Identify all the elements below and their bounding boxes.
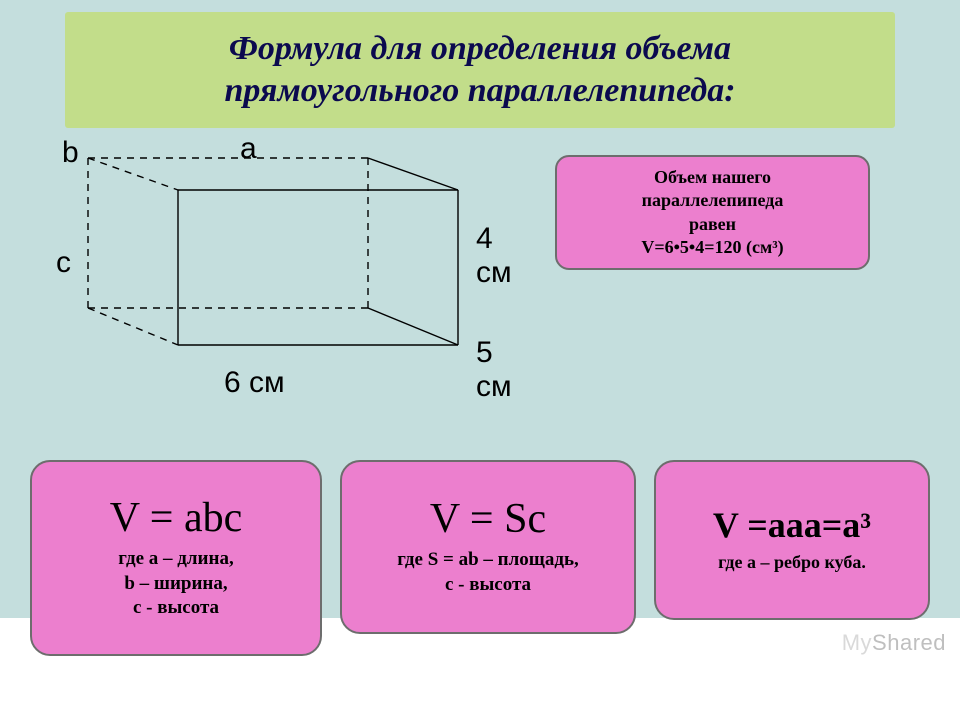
formula-text: V = Sc — [430, 496, 546, 542]
volume-callout: Объем нашего параллелепипеда равен V=6•5… — [555, 155, 870, 270]
cuboid-diagram: a b c 4 см 5 см 6 см — [50, 150, 510, 420]
callout-line-2: параллелепипеда — [642, 189, 784, 212]
dim-length: 6 см — [224, 366, 285, 400]
callout-line-3: равен — [689, 213, 736, 236]
formula-desc-line: где a – длина, — [118, 547, 233, 572]
label-a: a — [240, 132, 257, 166]
dim-height: 4 см — [476, 222, 512, 290]
title-line-2: прямоугольного параллелепипеда: — [224, 70, 735, 113]
label-b: b — [62, 136, 79, 170]
title-line-1: Формула для определения объема — [229, 28, 731, 71]
formula-desc-line: b – ширина, — [124, 572, 227, 597]
formula-cards: V = abcгде a – длина,b – ширина,c - высо… — [30, 460, 930, 660]
dim-depth: 5 см — [476, 336, 512, 404]
label-c: c — [56, 246, 71, 280]
formula-card-1: V = abc где a – длина,b – ширина,c - высо… — [30, 460, 322, 656]
title-banner: Формула для определения объема прямоугол… — [65, 12, 895, 128]
callout-line-1: Объем нашего — [654, 166, 771, 189]
formula-desc-line: c - высота — [445, 573, 531, 598]
formula-desc-line: где S = ab – площадь, — [397, 548, 579, 573]
watermark-part1: My — [842, 630, 872, 655]
formula-desc-line: где a – ребро куба. — [718, 551, 866, 574]
formula-card-2: V = Sc где S = ab – площадь,c - высота — [340, 460, 636, 634]
watermark-part2: Shared — [872, 630, 946, 655]
watermark: MyShared — [842, 630, 946, 656]
formula-card-3: V =aaa=a³ где a – ребро куба. — [654, 460, 930, 620]
callout-line-4: V=6•5•4=120 (см³) — [641, 236, 783, 259]
formula-text: V =aaa=a³ — [713, 506, 871, 546]
formula-desc-line: c - высота — [133, 596, 219, 621]
formula-text: V = abc — [110, 495, 243, 541]
